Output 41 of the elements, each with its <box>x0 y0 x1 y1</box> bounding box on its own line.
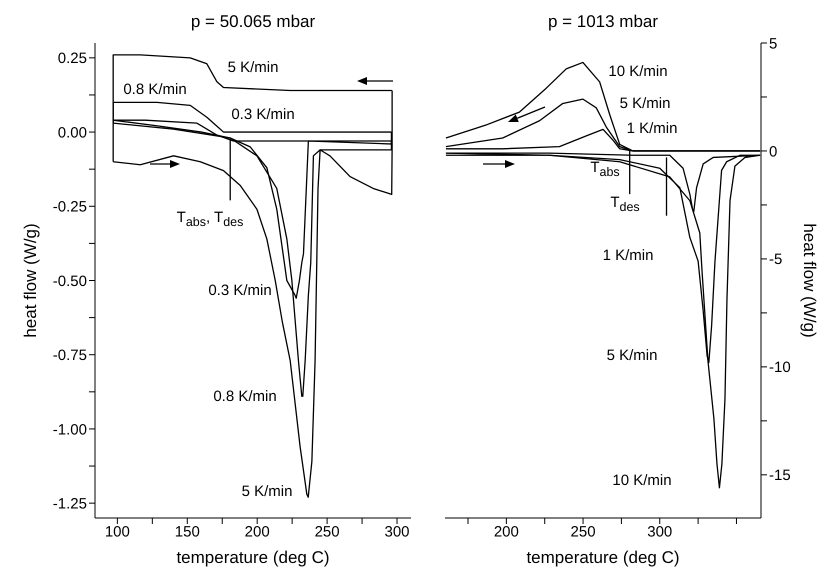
x-axis-title: temperature (deg C) <box>526 548 680 567</box>
annotation: 1 K/min <box>602 247 654 265</box>
annotation: 0.3 K/min <box>208 282 272 300</box>
annotation: T$_{abs}$, T$_{des}$ <box>176 209 244 231</box>
y-tick-label: -0.50 <box>52 272 87 290</box>
annotation: 5 K/min <box>620 95 670 113</box>
annotation: T$_{abs}$ <box>590 159 620 181</box>
annotation: 5 K/min <box>242 483 292 501</box>
y2-axis-title: heat flow (W/g) <box>800 223 819 338</box>
annotation: 5 K/min <box>228 59 278 77</box>
x-tick-label: 250 <box>570 524 596 541</box>
annotation: T$_{des}$ <box>610 194 640 216</box>
chart-title: p = 1013 mbar <box>546 12 660 32</box>
x-tick-label: 250 <box>314 524 340 541</box>
y-tick-label: -0.75 <box>52 347 87 364</box>
annotation: 5 K/min <box>606 347 658 365</box>
y-tick-label: -1.25 <box>52 495 87 512</box>
annotation: 10 K/min <box>608 63 668 81</box>
y-tick-label: 0.00 <box>58 124 87 142</box>
y-tick-label: 0.25 <box>58 50 87 68</box>
annotation: 10 K/min <box>612 472 672 490</box>
x-tick-label: 300 <box>647 524 672 541</box>
y-tick-label: -1.00 <box>52 421 87 438</box>
y2-tick-label: 5 <box>769 35 778 52</box>
annotation: 1 K/min <box>626 120 678 138</box>
chart-title: p = 50.065 mbar <box>190 12 316 32</box>
x-tick-label: 100 <box>104 524 130 541</box>
y-axis-title: heat flow (W/g) <box>21 223 40 338</box>
x-tick-label: 200 <box>494 524 519 541</box>
x-tick-label: 300 <box>384 524 410 541</box>
x-tick-label: 200 <box>244 524 270 541</box>
y2-tick-label: 0 <box>769 143 778 160</box>
y2-tick-label: -5 <box>769 251 782 268</box>
annotation: 0.3 K/min <box>231 106 295 124</box>
y-tick-label: -0.25 <box>52 198 87 216</box>
x-axis-title: temperature (deg C) <box>176 548 330 567</box>
y2-tick-label: -15 <box>769 467 791 484</box>
annotation: 0.8 K/min <box>213 388 277 406</box>
annotation: 0.8 K/min <box>123 81 187 99</box>
x-tick-label: 150 <box>174 524 200 541</box>
y2-tick-label: -10 <box>769 359 791 376</box>
